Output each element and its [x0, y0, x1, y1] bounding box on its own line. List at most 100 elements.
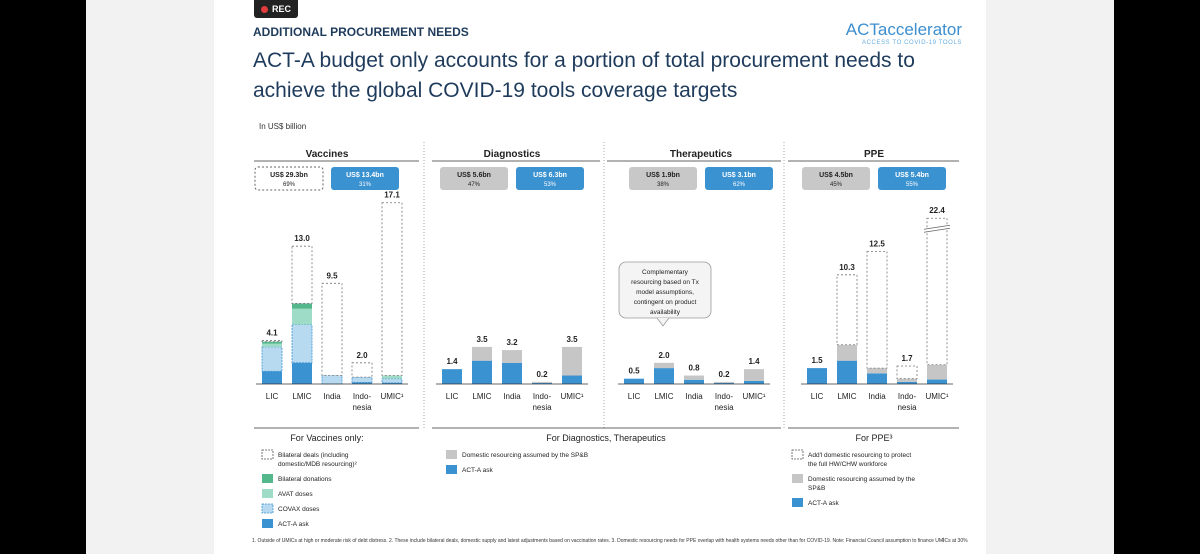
bar-segment-act-a-ask [624, 378, 644, 384]
bar-segment-bilateral-deals [381, 202, 403, 376]
bar-segment-act-a-ask [744, 380, 764, 384]
bar-segment-domestic-resourcing-assumed-by-the-sp-b [714, 381, 734, 383]
bar-total-label: 0.2 [536, 370, 548, 379]
category-label: Indo- [353, 392, 372, 401]
callout-text-line: model assumptions, [636, 289, 694, 296]
category-label: UMIC¹ [742, 392, 765, 401]
chart-title: Vaccines [306, 149, 349, 160]
bar-total-label: 3.5 [476, 335, 488, 344]
bar-segment-avat-doses [382, 375, 402, 379]
category-label: LIC [266, 392, 279, 401]
bar-segment-add-l-domestic-resourcing-to-protect-the-full-hw-chw-workforce [836, 274, 858, 346]
badge-percent: 53% [544, 182, 557, 188]
bar-segment-covax-doses [381, 378, 403, 384]
category-label: India [503, 392, 521, 401]
bar-segment-bilateral-donations [292, 303, 312, 309]
callout-pointer [656, 317, 670, 327]
bar-segment-act-a-ask [442, 369, 462, 384]
bar-segment-domestic-resourcing-assumed-by-the-sp-b [562, 346, 582, 376]
badge-percent: 55% [906, 182, 919, 188]
bar-segment-act-a-ask [714, 382, 734, 384]
bar-total-label: 2.0 [658, 351, 670, 360]
legend-label: Bilateral donations [278, 476, 332, 483]
bar-total-label: 1.5 [811, 356, 823, 365]
legend-label: AVAT doses [278, 491, 313, 498]
legend-title: For Vaccines only: [290, 433, 363, 443]
category-label: nesia [352, 403, 372, 412]
category-label: India [685, 392, 703, 401]
legend-for-diagnostics-therapeutics: For Diagnostics, Therapeutics Domestic re… [432, 427, 781, 474]
bar-segment-domestic-resourcing-assumed-by-the-sp-b [867, 368, 887, 374]
procurement-charts: Vaccines US$ 29.3bn 69% US$ 13.4bn 31% 4.1 LIC… [254, 142, 959, 528]
badge-amount: US$ 6.3bn [533, 172, 567, 179]
category-label: Indo- [898, 392, 917, 401]
bar-segment-act-a-ask [262, 371, 282, 384]
legend-swatch [262, 489, 273, 498]
badge-amount: US$ 5.4bn [895, 172, 929, 179]
chart-vaccines: Vaccines US$ 29.3bn 69% US$ 13.4bn 31% 4.1 LIC… [254, 149, 419, 412]
callout-text-line: Complementary [642, 269, 689, 276]
bar-segment-act-a-ask [502, 362, 522, 384]
legend-swatch [261, 449, 274, 460]
bar-segment-act-a-ask [927, 379, 947, 384]
axis-break [923, 224, 951, 232]
badge-box [802, 167, 870, 190]
footnote: 1. Outside of UMICs at high or moderate … [252, 538, 968, 544]
category-label: LIC [628, 392, 641, 401]
legend-label: Bilateral deals (including [278, 452, 349, 459]
bar-segment-domestic-resourcing-assumed-by-the-sp-b [837, 344, 857, 361]
bar-segment-act-a-ask [897, 381, 917, 384]
badge-amount: US$ 29.3bn [270, 172, 308, 179]
record-dot-icon [261, 5, 268, 13]
bar-segment-domestic-resourcing-assumed-by-the-sp-b [684, 375, 704, 380]
badge-percent: 31% [359, 182, 372, 188]
bar-total-label: 3.5 [566, 335, 578, 344]
callout-text-line: resourcing based on Tx [631, 279, 700, 286]
badge-amount: US$ 4.5bn [819, 172, 853, 179]
bar-segment-act-a-ask [562, 375, 582, 384]
category-label: LMIC [472, 392, 491, 401]
legend-label: the full HW/CHW workforce [808, 461, 887, 468]
bar-segment-domestic-resourcing-assumed-by-the-sp-b [532, 381, 552, 383]
badge-percent: 47% [468, 182, 481, 188]
bar-segment-covax-doses [261, 346, 283, 372]
bar-segment-act-a-ask [382, 382, 402, 384]
bar-segment-act-a-ask [654, 368, 674, 384]
chart-therapeutics: Therapeutics US$ 1.9bn 38% US$ 3.1bn 62% 0.5 L… [607, 149, 781, 412]
legend-for-ppe: For PPE³ Add'l domestic resourcing to pro… [788, 427, 959, 507]
legend-label: ACT-A ask [462, 467, 493, 474]
bar-total-label: 9.5 [326, 271, 338, 280]
badge-box [331, 167, 399, 190]
bar-segment-act-a-ask [867, 373, 887, 384]
bar-segment-domestic-resourcing-assumed-by-the-sp-b [744, 369, 764, 381]
bar-segment-domestic-resourcing-assumed-by-the-sp-b [502, 350, 522, 363]
bar-total-label: 0.8 [688, 364, 700, 373]
badge-box [878, 167, 946, 190]
category-label: nesia [532, 403, 552, 412]
axis-break-line [923, 227, 951, 233]
bar-total-label: 22.4 [929, 206, 945, 215]
legend-label: ACT-A ask [278, 521, 309, 528]
bar-segment-act-a-ask [292, 362, 312, 384]
chart-diagnostics: Diagnostics US$ 5.6bn 47% US$ 6.3bn 53% 1.4 LI… [432, 149, 600, 412]
chart-title: PPE [864, 149, 884, 160]
category-label: LIC [446, 392, 459, 401]
legend-label: Add'l domestic resourcing to protect [808, 452, 911, 459]
bar-segment-domestic-resourcing-assumed-by-the-sp-b [897, 378, 917, 382]
unit-label: In US$ billion [259, 122, 307, 131]
legend-swatch [262, 474, 273, 483]
legend-swatch [792, 498, 803, 507]
category-label: LIC [811, 392, 824, 401]
bar-total-label: 4.1 [266, 329, 278, 338]
legend-swatch [446, 465, 457, 474]
category-label: Indo- [715, 392, 734, 401]
legend-title: For Diagnostics, Therapeutics [546, 433, 666, 443]
legend-label: domestic/MDB resourcing)² [278, 461, 358, 468]
badge-box [516, 167, 584, 190]
legend-label: ACT-A ask [808, 500, 839, 507]
bar-total-label: 10.3 [839, 263, 855, 272]
recording-indicator[interactable]: REC [254, 0, 299, 18]
bar-segment-covax-doses [291, 324, 313, 364]
legend-for-vaccines-only: For Vaccines only: Bilateral deals (inclu… [254, 427, 419, 528]
bar-segment-act-a-ask [352, 382, 372, 384]
